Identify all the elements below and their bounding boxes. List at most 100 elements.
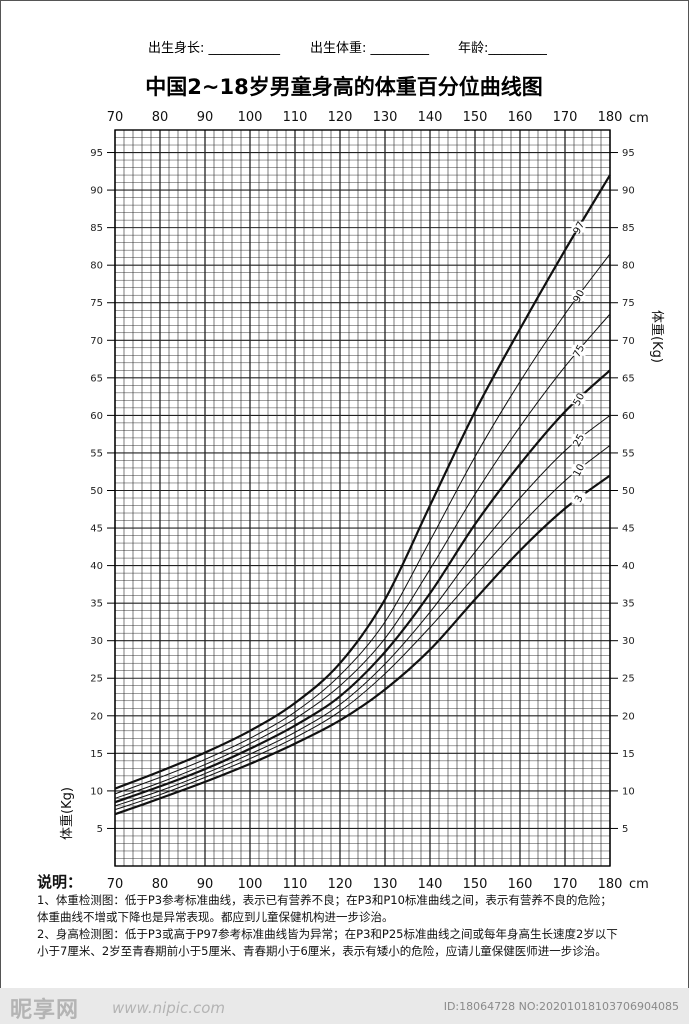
curve-label-bg <box>571 492 586 504</box>
x-tick-label-bottom: 110 <box>283 877 308 892</box>
y-tick-label-right: 50 <box>622 486 635 497</box>
x-unit-bottom: cm <box>629 877 649 892</box>
y-tick-label-right: 40 <box>622 561 635 572</box>
growth-chart: 出生身长: ___________ 出生体重: _________ 年龄:___… <box>59 40 665 892</box>
x-tick-label-bottom: 90 <box>197 877 214 892</box>
y-tick-label-right: 65 <box>622 373 635 384</box>
y-tick-label-right: 25 <box>622 674 635 685</box>
x-tick-label-top: 70 <box>107 110 124 125</box>
y-tick-label-left: 5 <box>97 824 103 835</box>
y-tick-label-right: 75 <box>622 298 635 309</box>
watermark-id: ID:18064728 NO:20201018103706904085 <box>443 1000 679 1013</box>
note-1-line-2: 体重曲线不增或下降也是异常表现。都应到儿童保健机构进一步诊治。 <box>37 910 394 924</box>
x-tick-label-top: 150 <box>463 110 488 125</box>
y-tick-label-right: 20 <box>622 711 635 722</box>
x-tick-label-bottom: 150 <box>463 877 488 892</box>
y-tick-label-left: 20 <box>90 711 103 722</box>
notes-heading: 说明： <box>37 873 83 891</box>
percentile-curve-p10 <box>114 445 611 811</box>
curve-label-p3: 3 <box>573 494 586 505</box>
x-tick-label-top: 130 <box>373 110 398 125</box>
x-tick-label-bottom: 180 <box>598 877 623 892</box>
note-1-line-1: 1、体重检测图：低于P3参考标准曲线，表示已有营养不良；在P3和P10标准曲线之… <box>37 893 612 907</box>
note-2-line-1: 2、身高检测图：低于P3或高于P97参考标准曲线皆为异常；在P3和P25标准曲线… <box>37 927 618 941</box>
x-tick-label-top: 110 <box>283 110 308 125</box>
y-axis-label-right: 体重(Kg) <box>649 310 665 363</box>
axis-labels: 97 90 75 50 25 10 3 <box>571 220 588 505</box>
y-tick-label-left: 55 <box>90 448 103 459</box>
x-tick-label-top: 100 <box>238 110 263 125</box>
y-tick-label-right: 30 <box>622 636 635 647</box>
x-tick-label-bottom: 120 <box>328 877 353 892</box>
x-tick-label-bottom: 170 <box>553 877 578 892</box>
axis-ticks: 70 70 80 80 90 90 100 100 110 110 120 120 130 130 140 1… <box>90 110 634 892</box>
y-tick-label-right: 5 <box>622 824 628 835</box>
x-tick-label-bottom: 140 <box>418 877 443 892</box>
x-tick-label-top: 90 <box>197 110 214 125</box>
y-tick-label-left: 25 <box>90 674 103 685</box>
y-tick-label-right: 55 <box>622 448 635 459</box>
y-tick-label-left: 40 <box>90 561 103 572</box>
curve-label-bg <box>571 289 586 301</box>
percentile-curve-p3 <box>114 474 611 816</box>
curve-label-bg <box>571 221 586 233</box>
x-tick-label-top: 160 <box>508 110 533 125</box>
age-field[interactable]: 年龄:_________ <box>458 41 547 56</box>
y-tick-label-left: 30 <box>90 636 103 647</box>
curve-label-p97: 97 <box>572 220 588 236</box>
y-tick-label-right: 70 <box>622 336 635 347</box>
y-tick-label-right: 95 <box>622 148 635 159</box>
x-tick-label-top: 170 <box>553 110 578 125</box>
y-axis-label-left: 体重(Kg) <box>59 787 75 840</box>
y-tick-label-left: 95 <box>90 148 103 159</box>
y-tick-label-left: 10 <box>90 786 103 797</box>
y-tick-label-right: 10 <box>622 786 635 797</box>
x-unit-top: cm <box>629 111 649 126</box>
y-tick-label-left: 50 <box>90 486 103 497</box>
x-tick-label-bottom: 130 <box>373 877 398 892</box>
y-tick-label-right: 45 <box>622 524 635 535</box>
x-tick-label-bottom: 70 <box>107 877 124 892</box>
y-tick-label-right: 15 <box>622 749 635 760</box>
y-tick-label-left: 45 <box>90 524 103 535</box>
y-tick-label-left: 60 <box>90 411 103 422</box>
y-tick-label-right: 80 <box>622 261 635 272</box>
percentile-curves <box>114 174 611 816</box>
note-2-line-2: 小于7厘米、2岁至青春期前小于5厘米、青春期小于6厘米，表示有矮小的危险，应请儿… <box>37 944 607 958</box>
curve-label-bg <box>571 434 586 446</box>
y-tick-label-left: 80 <box>90 261 103 272</box>
birth-weight-field[interactable]: 出生体重: _________ <box>310 40 430 56</box>
y-tick-label-right: 60 <box>622 411 635 422</box>
chart-grid <box>114 129 611 867</box>
y-tick-label-right: 85 <box>622 223 635 234</box>
percentile-curve-p50 <box>114 369 611 804</box>
x-tick-label-bottom: 80 <box>152 877 169 892</box>
x-tick-label-bottom: 160 <box>508 877 533 892</box>
y-tick-label-left: 75 <box>90 298 103 309</box>
curve-label-p50: 50 <box>572 392 588 408</box>
percentile-curve-p90 <box>114 253 611 795</box>
y-tick-label-left: 15 <box>90 749 103 760</box>
y-tick-label-left: 65 <box>90 373 103 384</box>
birth-length-field[interactable]: 出生身长: ___________ <box>148 40 281 56</box>
curve-label-bg <box>571 344 586 356</box>
watermark-site: www.nipic.com <box>112 999 226 1017</box>
header-fields: 出生身长: ___________ 出生体重: _________ 年龄:___… <box>148 40 547 56</box>
y-tick-label-left: 90 <box>90 186 103 197</box>
notes-section: 说明： 1、体重检测图：低于P3参考标准曲线，表示已有营养不良；在P3和P10标… <box>37 874 682 960</box>
y-tick-label-right: 35 <box>622 599 635 610</box>
y-tick-label-left: 70 <box>90 336 103 347</box>
x-tick-label-top: 180 <box>598 110 623 125</box>
x-tick-label-bottom: 100 <box>238 877 263 892</box>
curve-label-bg <box>571 393 586 405</box>
percentile-curve-p25 <box>114 415 611 807</box>
curve-label-p75: 75 <box>572 343 588 359</box>
curve-label-p25: 25 <box>572 432 588 448</box>
x-tick-label-top: 140 <box>418 110 443 125</box>
y-tick-label-right: 90 <box>622 186 635 197</box>
curve-label-p90: 90 <box>572 288 588 304</box>
curve-label-bg <box>571 464 586 476</box>
x-tick-label-top: 120 <box>328 110 353 125</box>
y-tick-label-left: 35 <box>90 599 103 610</box>
y-tick-label-left: 85 <box>90 223 103 234</box>
